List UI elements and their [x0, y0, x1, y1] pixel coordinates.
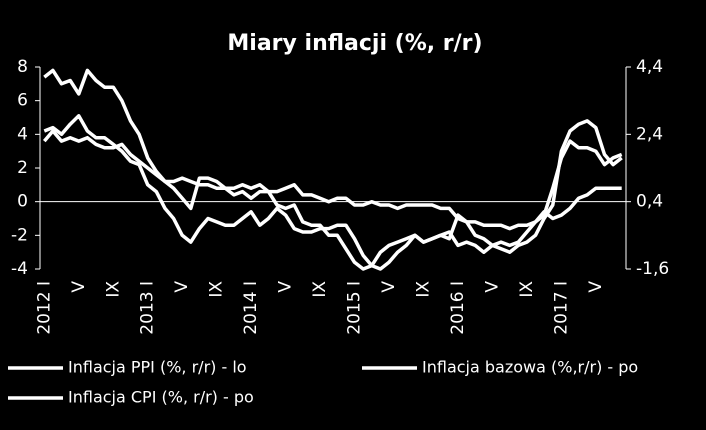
- x-tick-label: V: [172, 281, 192, 293]
- y-tick-label: -4: [11, 259, 28, 279]
- x-tick-label: IX: [207, 281, 227, 298]
- x-tick-label: IX: [310, 281, 330, 298]
- x-tick-label: IX: [103, 281, 123, 298]
- x-tick-label: IX: [413, 281, 433, 298]
- y2-tick-label: -1,6: [636, 259, 669, 279]
- y2-tick-label: 2,4: [636, 124, 663, 144]
- x-tick-label: V: [69, 281, 89, 293]
- x-tick-label: 2016 I: [448, 281, 468, 335]
- x-tick-label: 2013 I: [138, 281, 158, 335]
- series-line: [42, 129, 622, 231]
- legend-label: Inflacja CPI (%, r/r) - po: [68, 388, 254, 407]
- x-tick-label: V: [379, 281, 399, 293]
- series-line: [43, 114, 623, 271]
- x-tick-label: 2017 I: [551, 281, 571, 335]
- legend-label: Inflacja PPI (%, r/r) - lo: [68, 358, 247, 377]
- x-tick-label: 2015 I: [345, 281, 365, 335]
- x-tick-label: 2012 I: [34, 281, 54, 335]
- x-tick-label: 2014 I: [241, 281, 261, 335]
- x-tick-label: IX: [517, 281, 537, 298]
- y-tick-label: -2: [11, 225, 28, 245]
- y-tick-label: 4: [17, 124, 28, 144]
- x-tick-label: V: [482, 281, 502, 293]
- y2-tick-label: 0,4: [636, 192, 663, 212]
- y2-tick-label: 4,4: [636, 57, 663, 77]
- x-tick-label: V: [586, 281, 606, 293]
- legend-label: Inflacja bazowa (%,r/r) - po: [422, 358, 638, 377]
- x-tick-label: V: [276, 281, 296, 293]
- y-tick-label: 0: [17, 192, 28, 212]
- series-line: [43, 68, 623, 271]
- y-tick-label: 8: [17, 57, 28, 77]
- y-tick-label: 6: [17, 91, 28, 111]
- y-tick-label: 2: [17, 158, 28, 178]
- chart-title: Miary inflacji (%, r/r): [227, 31, 482, 56]
